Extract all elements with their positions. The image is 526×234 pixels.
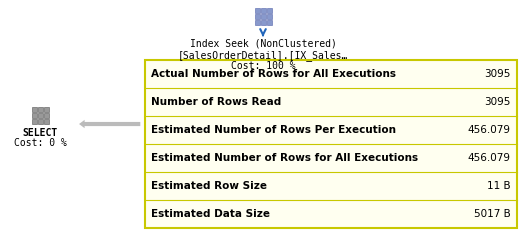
- Text: Cost: 100 %: Cost: 100 %: [231, 61, 295, 71]
- Bar: [255, 14, 259, 19]
- Text: Actual Number of Rows for All Executions: Actual Number of Rows for All Executions: [150, 69, 396, 79]
- Bar: [44, 118, 48, 124]
- Bar: [260, 20, 266, 25]
- Text: 11 B: 11 B: [487, 181, 511, 191]
- Bar: [32, 118, 36, 124]
- Text: 5017 B: 5017 B: [474, 209, 511, 219]
- Text: SELECT: SELECT: [23, 128, 58, 138]
- Bar: [37, 118, 43, 124]
- Bar: [255, 20, 259, 25]
- Bar: [37, 106, 43, 111]
- Bar: [32, 106, 36, 111]
- Text: Index Seek (NonClustered): Index Seek (NonClustered): [189, 39, 337, 49]
- Text: Estimated Data Size: Estimated Data Size: [150, 209, 270, 219]
- Bar: [32, 113, 36, 117]
- Text: Estimated Number of Rows for All Executions: Estimated Number of Rows for All Executi…: [150, 153, 418, 163]
- Text: 3095: 3095: [484, 97, 511, 107]
- Bar: [255, 8, 259, 13]
- Text: Cost: 0 %: Cost: 0 %: [14, 139, 66, 149]
- Bar: [267, 20, 271, 25]
- Bar: [267, 14, 271, 19]
- Text: Estimated Number of Rows Per Execution: Estimated Number of Rows Per Execution: [150, 125, 396, 135]
- FancyBboxPatch shape: [145, 60, 517, 228]
- Text: 3095: 3095: [484, 69, 511, 79]
- Bar: [44, 113, 48, 117]
- Text: Estimated Row Size: Estimated Row Size: [150, 181, 267, 191]
- Text: 456.079: 456.079: [468, 153, 511, 163]
- Bar: [260, 8, 266, 13]
- Bar: [260, 14, 266, 19]
- Bar: [37, 113, 43, 117]
- Text: Number of Rows Read: Number of Rows Read: [150, 97, 281, 107]
- Bar: [44, 106, 48, 111]
- Bar: [267, 8, 271, 13]
- Text: 456.079: 456.079: [468, 125, 511, 135]
- Text: [SalesOrderDetail].[IX_Sales…: [SalesOrderDetail].[IX_Sales…: [178, 50, 348, 61]
